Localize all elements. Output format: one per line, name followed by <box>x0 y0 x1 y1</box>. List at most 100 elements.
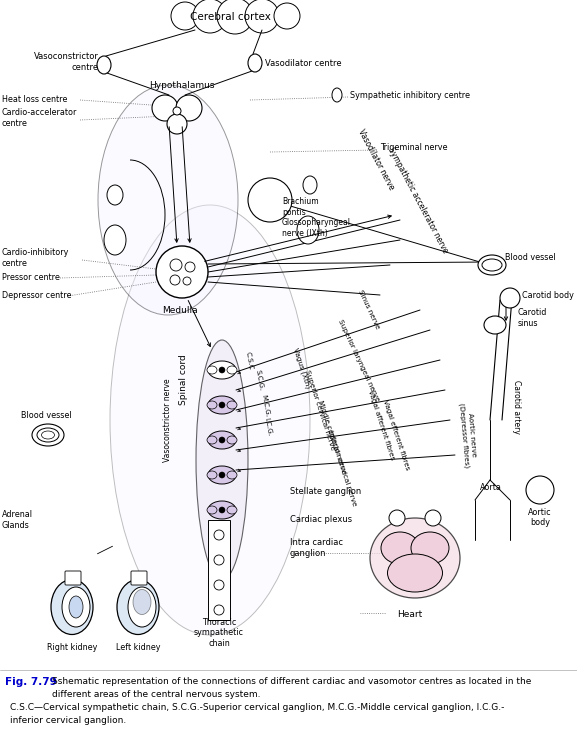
Ellipse shape <box>332 88 342 102</box>
Circle shape <box>217 0 253 34</box>
Circle shape <box>219 437 225 443</box>
Text: inferior cervical ganglion.: inferior cervical ganglion. <box>10 716 126 725</box>
Text: Adrenal
Glands: Adrenal Glands <box>2 510 33 530</box>
Circle shape <box>248 178 292 222</box>
Text: Aortic nerve
(Depressor fibres): Aortic nerve (Depressor fibres) <box>459 402 478 468</box>
Text: Blood vessel: Blood vessel <box>21 410 72 419</box>
Ellipse shape <box>107 185 123 205</box>
Text: M.C.G.: M.C.G. <box>260 395 270 418</box>
FancyBboxPatch shape <box>131 571 147 585</box>
Text: Stellate ganglion: Stellate ganglion <box>290 487 361 496</box>
Ellipse shape <box>248 54 262 72</box>
Ellipse shape <box>32 424 64 446</box>
Text: Carotid artery: Carotid artery <box>511 380 520 434</box>
Circle shape <box>183 277 191 285</box>
Ellipse shape <box>207 471 217 479</box>
Ellipse shape <box>207 401 217 409</box>
Ellipse shape <box>110 205 310 635</box>
Text: I.C.G.: I.C.G. <box>263 417 272 437</box>
Text: Sinus nerve: Sinus nerve <box>357 289 381 330</box>
Text: Hypothalamus: Hypothalamus <box>149 81 215 90</box>
Ellipse shape <box>104 225 126 255</box>
Circle shape <box>274 3 300 29</box>
Text: Sshematic representation of the connections of different cardiac and vasomotor c: Sshematic representation of the connecti… <box>52 677 531 686</box>
Ellipse shape <box>133 589 151 615</box>
Circle shape <box>176 95 202 121</box>
Text: Depressor centre: Depressor centre <box>2 291 72 300</box>
Text: Carotid body: Carotid body <box>522 291 574 300</box>
Ellipse shape <box>98 85 238 315</box>
Ellipse shape <box>227 401 237 409</box>
Circle shape <box>219 367 225 373</box>
Ellipse shape <box>97 56 111 74</box>
Text: Vasoconstrictor nerve: Vasoconstrictor nerve <box>163 378 173 462</box>
Text: Vagus (Xth): Vagus (Xth) <box>292 347 311 389</box>
Text: Vagal afferent fibres: Vagal afferent fibres <box>367 389 395 460</box>
Text: Intra cardiac
ganglion: Intra cardiac ganglion <box>290 539 343 558</box>
Text: Medulla: Medulla <box>162 306 198 315</box>
Text: Spinal cord: Spinal cord <box>179 355 189 405</box>
Ellipse shape <box>207 506 217 514</box>
Text: Glossopharyngeal
nerve (IXth): Glossopharyngeal nerve (IXth) <box>282 218 351 238</box>
Text: Trigeminal nerve: Trigeminal nerve <box>380 144 448 153</box>
FancyArrowPatch shape <box>98 546 113 554</box>
Text: Heart: Heart <box>398 610 422 619</box>
Circle shape <box>214 555 224 565</box>
Ellipse shape <box>478 255 506 275</box>
Circle shape <box>185 262 195 272</box>
Text: Right kidney: Right kidney <box>47 643 97 652</box>
Circle shape <box>219 402 225 408</box>
Text: Aortic
body: Aortic body <box>528 508 552 527</box>
Circle shape <box>245 0 279 33</box>
Ellipse shape <box>370 518 460 598</box>
Text: Sympathetic accelerator nerve: Sympathetic accelerator nerve <box>386 146 449 255</box>
Ellipse shape <box>207 366 217 374</box>
Circle shape <box>526 476 554 504</box>
Circle shape <box>214 605 224 615</box>
Text: Inferior cervical nerve: Inferior cervical nerve <box>327 429 357 507</box>
Text: Vasodilator centre: Vasodilator centre <box>265 59 342 68</box>
Ellipse shape <box>208 396 236 414</box>
Ellipse shape <box>208 431 236 449</box>
Ellipse shape <box>388 554 443 592</box>
Text: Cardio-inhibitory
centre: Cardio-inhibitory centre <box>2 248 69 267</box>
Ellipse shape <box>128 587 156 627</box>
Text: Cerebral cortex: Cerebral cortex <box>190 12 271 22</box>
Ellipse shape <box>196 340 248 580</box>
Circle shape <box>214 580 224 590</box>
Text: Fig. 7.79: Fig. 7.79 <box>5 677 57 687</box>
Circle shape <box>170 275 180 285</box>
Text: Aorta: Aorta <box>480 484 502 492</box>
Ellipse shape <box>208 466 236 484</box>
Text: Brachium
pontis: Brachium pontis <box>282 197 319 217</box>
Text: Blood vessel: Blood vessel <box>505 253 556 262</box>
Circle shape <box>173 107 181 115</box>
Text: Cardio-accelerator
centre: Cardio-accelerator centre <box>2 108 77 127</box>
Text: Superior cervical nerve: Superior cervical nerve <box>304 369 336 451</box>
Text: Vagal efferent fibres: Vagal efferent fibres <box>382 399 410 471</box>
Text: Middle cervical nerve: Middle cervical nerve <box>317 399 347 475</box>
Ellipse shape <box>51 580 93 635</box>
Ellipse shape <box>227 436 237 444</box>
Text: Thoracic
sympathetic
chain: Thoracic sympathetic chain <box>194 618 244 648</box>
Ellipse shape <box>42 431 54 439</box>
Circle shape <box>425 510 441 526</box>
Ellipse shape <box>227 471 237 479</box>
Circle shape <box>219 472 225 478</box>
FancyBboxPatch shape <box>65 571 81 585</box>
Circle shape <box>156 246 208 298</box>
Text: Cardiac plexus: Cardiac plexus <box>290 516 352 524</box>
Text: S.C.G.: S.C.G. <box>254 370 264 391</box>
Text: different areas of the central nervous system.: different areas of the central nervous s… <box>52 690 260 699</box>
Ellipse shape <box>208 361 236 379</box>
Ellipse shape <box>303 176 317 194</box>
Circle shape <box>152 95 178 121</box>
Circle shape <box>389 510 405 526</box>
Text: Vasoconstrictor
centre: Vasoconstrictor centre <box>34 52 99 72</box>
Ellipse shape <box>227 366 237 374</box>
Ellipse shape <box>69 596 83 618</box>
Text: Superior laryngeal nerve: Superior laryngeal nerve <box>338 319 381 402</box>
Circle shape <box>219 507 225 513</box>
Ellipse shape <box>37 428 59 442</box>
Circle shape <box>193 0 227 33</box>
